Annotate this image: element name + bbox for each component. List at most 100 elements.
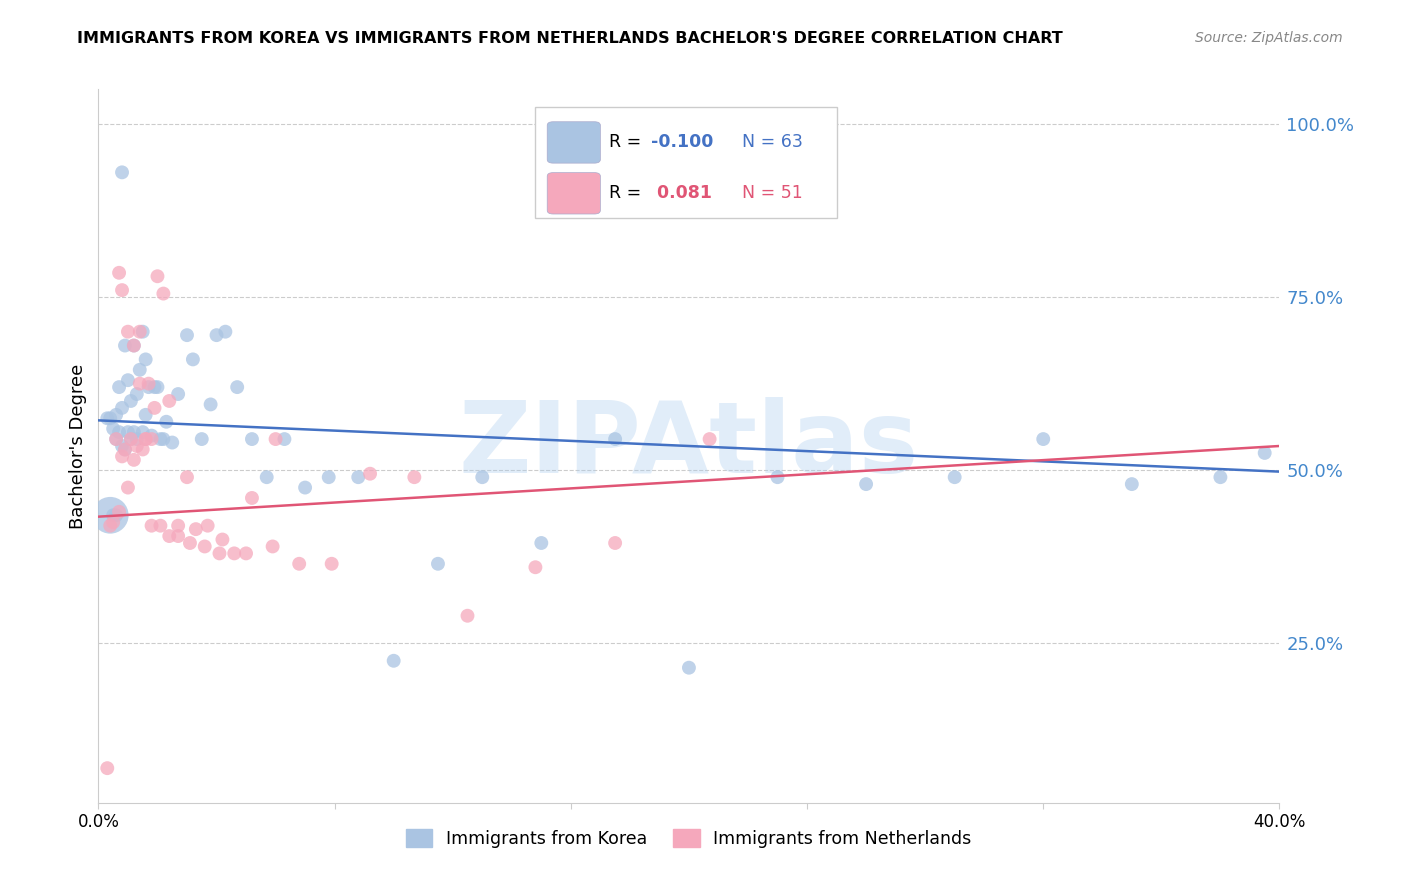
Point xyxy=(96,761,118,775)
Point xyxy=(605,432,627,446)
Point xyxy=(162,435,183,450)
Point xyxy=(471,470,494,484)
Point xyxy=(200,397,222,411)
Point xyxy=(128,376,150,391)
Point xyxy=(359,467,381,481)
Point xyxy=(125,387,148,401)
Point xyxy=(191,432,214,446)
Text: N = 63: N = 63 xyxy=(742,134,803,152)
Text: Source: ZipAtlas.com: Source: ZipAtlas.com xyxy=(1195,31,1343,45)
Point xyxy=(117,425,139,439)
Point xyxy=(141,518,163,533)
Point xyxy=(105,508,128,523)
FancyBboxPatch shape xyxy=(547,173,600,214)
Point xyxy=(135,432,157,446)
Point xyxy=(224,546,246,560)
Point xyxy=(347,470,370,484)
Point xyxy=(524,560,547,574)
Point xyxy=(108,505,131,519)
Point xyxy=(427,557,450,571)
Point xyxy=(1032,432,1054,446)
FancyBboxPatch shape xyxy=(547,121,600,163)
Point xyxy=(240,432,263,446)
Point xyxy=(288,557,311,571)
Point xyxy=(155,415,177,429)
Point xyxy=(157,529,180,543)
Point xyxy=(321,557,343,571)
Point xyxy=(294,481,316,495)
Point xyxy=(108,425,131,439)
Legend: Immigrants from Korea, Immigrants from Netherlands: Immigrants from Korea, Immigrants from N… xyxy=(399,822,979,855)
Point xyxy=(211,533,233,547)
Point xyxy=(184,522,207,536)
Point xyxy=(149,432,172,446)
Point xyxy=(103,508,125,523)
Point xyxy=(117,481,139,495)
Point xyxy=(235,546,257,560)
Point xyxy=(141,428,163,442)
Point xyxy=(273,432,295,446)
Point xyxy=(208,546,231,560)
Text: ZIPAtlas: ZIPAtlas xyxy=(458,398,920,494)
Point xyxy=(194,540,217,554)
Point xyxy=(197,518,219,533)
Point xyxy=(132,325,155,339)
Text: N = 51: N = 51 xyxy=(742,185,803,202)
Point xyxy=(114,338,136,352)
Point xyxy=(256,470,278,484)
Point xyxy=(128,363,150,377)
Y-axis label: Bachelor's Degree: Bachelor's Degree xyxy=(69,363,87,529)
Point xyxy=(103,422,125,436)
Point xyxy=(108,380,131,394)
Point xyxy=(262,540,284,554)
Point xyxy=(120,394,142,409)
Point xyxy=(98,518,121,533)
Point xyxy=(157,394,180,409)
Point xyxy=(1254,446,1277,460)
Point xyxy=(181,352,204,367)
Point xyxy=(226,380,249,394)
Point xyxy=(120,432,142,446)
Point xyxy=(146,380,169,394)
Point xyxy=(699,432,721,446)
Point xyxy=(143,401,166,415)
Point xyxy=(146,269,169,284)
Point xyxy=(152,286,174,301)
Point xyxy=(138,380,160,394)
Point xyxy=(125,432,148,446)
Point xyxy=(132,442,155,457)
Point xyxy=(135,432,157,446)
Point xyxy=(98,508,121,523)
Point xyxy=(530,536,553,550)
Point xyxy=(152,432,174,446)
Point xyxy=(318,470,340,484)
Point xyxy=(264,432,287,446)
Point xyxy=(120,432,142,446)
Point xyxy=(117,373,139,387)
Point xyxy=(179,536,201,550)
Text: R =: R = xyxy=(609,134,647,152)
Point xyxy=(240,491,263,505)
Point xyxy=(111,450,134,464)
FancyBboxPatch shape xyxy=(536,107,837,218)
Point xyxy=(605,536,627,550)
Point xyxy=(108,266,131,280)
Point xyxy=(114,442,136,457)
Point xyxy=(457,608,479,623)
Point xyxy=(943,470,966,484)
Point xyxy=(855,477,877,491)
Point xyxy=(122,338,145,352)
Point xyxy=(122,338,145,352)
Point xyxy=(214,325,236,339)
Point xyxy=(678,661,700,675)
Point xyxy=(111,401,134,415)
Point xyxy=(135,352,157,367)
Point xyxy=(167,387,190,401)
Point xyxy=(111,283,134,297)
Point xyxy=(122,425,145,439)
Point xyxy=(404,470,426,484)
Point xyxy=(105,432,128,446)
Point xyxy=(141,432,163,446)
Point xyxy=(111,439,134,453)
Point xyxy=(143,380,166,394)
